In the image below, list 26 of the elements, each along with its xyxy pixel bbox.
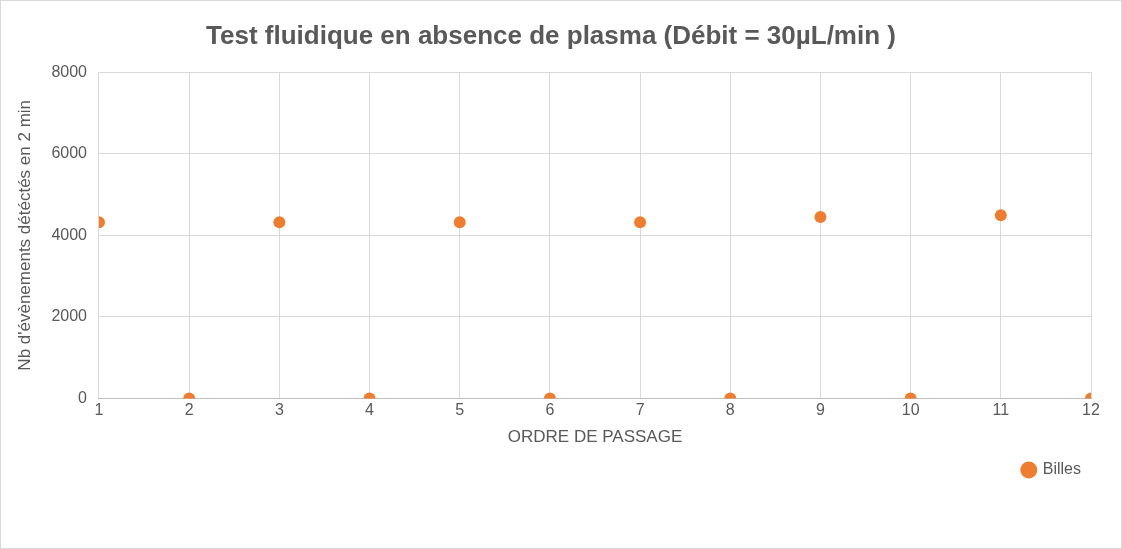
x-tick-label: 9 — [816, 401, 825, 419]
y-tick-label: 2000 — [51, 307, 88, 325]
point — [453, 216, 466, 229]
x-tick-label: 10 — [901, 401, 920, 419]
legend-label: Billes — [1042, 460, 1081, 478]
y-axis-title: Nb d'évènements détéctés en 2 min — [14, 99, 34, 371]
x-tick-label: 12 — [1082, 401, 1100, 419]
x-tick-label: 5 — [455, 401, 465, 419]
x-tick-label: 2 — [184, 401, 194, 419]
y-tick-label: 4000 — [51, 225, 88, 243]
x-tick-label: 1 — [94, 401, 104, 419]
y-tick-label: 6000 — [51, 144, 88, 162]
x-tick-label: 8 — [725, 401, 735, 419]
x-tick-label: 6 — [545, 401, 555, 419]
x-tick-label: 4 — [365, 401, 375, 419]
x-tick-label: 7 — [635, 401, 645, 419]
point — [994, 209, 1007, 222]
point — [814, 210, 827, 223]
y-tick-label: 0 — [78, 388, 88, 406]
point — [634, 216, 647, 229]
x-tick-label: 11 — [992, 401, 1010, 419]
y-tick-label: 8000 — [51, 62, 88, 80]
x-tick-label: 3 — [274, 401, 284, 419]
chart-title: Test fluidique en absence de plasma (Débit = 30µL/min ) — [206, 19, 896, 50]
x-axis-title: ORDRE DE PASSAGE — [507, 427, 683, 447]
point — [273, 216, 286, 229]
